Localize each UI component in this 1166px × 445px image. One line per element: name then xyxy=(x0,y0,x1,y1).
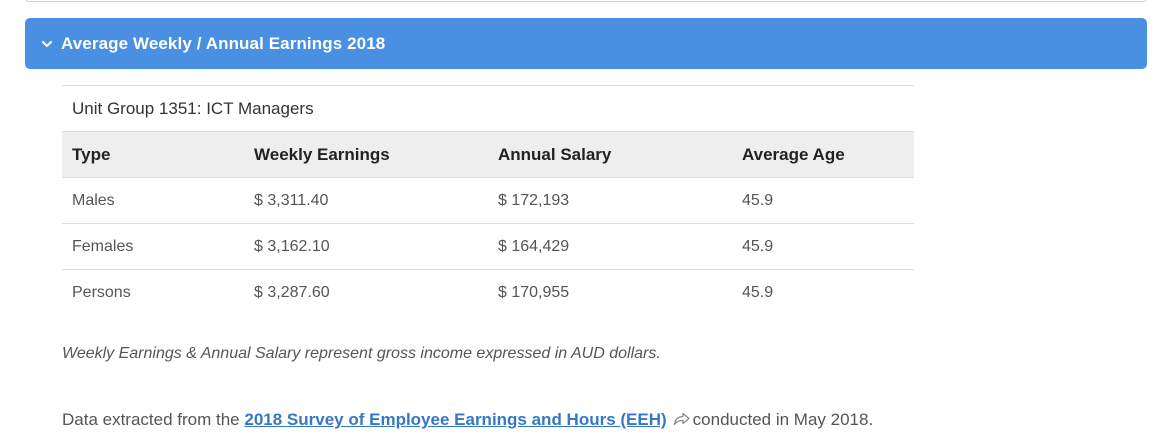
accordion-header[interactable]: Average Weekly / Annual Earnings 2018 xyxy=(25,18,1147,69)
row-type: Males xyxy=(62,177,244,224)
unit-group-title: Unit Group 1351: ICT Managers xyxy=(62,85,914,131)
row-type: Persons xyxy=(62,269,244,316)
table-row: Persons $ 3,287.60 $ 170,955 45.9 xyxy=(62,269,914,316)
header-type: Type xyxy=(62,131,244,178)
header-weekly-earnings: Weekly Earnings xyxy=(244,131,488,178)
data-source-line: Data extracted from the 2018 Survey of E… xyxy=(62,410,873,430)
source-prefix: Data extracted from the xyxy=(62,410,245,429)
row-annual-salary: $ 172,193 xyxy=(488,177,732,224)
row-weekly-earnings: $ 3,287.60 xyxy=(244,269,488,316)
header-average-age: Average Age xyxy=(732,131,914,178)
row-weekly-earnings: $ 3,162.10 xyxy=(244,223,488,270)
row-average-age: 45.9 xyxy=(732,269,914,316)
table-row: Males $ 3,311.40 $ 172,193 45.9 xyxy=(62,177,914,224)
row-annual-salary: $ 170,955 xyxy=(488,269,732,316)
table-header-row: Type Weekly Earnings Annual Salary Avera… xyxy=(62,131,914,178)
row-average-age: 45.9 xyxy=(732,177,914,224)
row-type: Females xyxy=(62,223,244,270)
row-weekly-earnings: $ 3,311.40 xyxy=(244,177,488,224)
currency-note: Weekly Earnings & Annual Salary represen… xyxy=(62,345,661,362)
eeh-survey-link[interactable]: 2018 Survey of Employee Earnings and Hou… xyxy=(244,410,667,429)
previous-section-box xyxy=(25,0,1147,2)
chevron-down-icon xyxy=(41,40,53,47)
earnings-panel: Unit Group 1351: ICT Managers Type Weekl… xyxy=(62,85,914,316)
external-share-icon xyxy=(673,412,690,426)
source-suffix: conducted in May 2018. xyxy=(692,410,874,429)
accordion-title: Average Weekly / Annual Earnings 2018 xyxy=(61,33,386,53)
row-annual-salary: $ 164,429 xyxy=(488,223,732,270)
earnings-table: Type Weekly Earnings Annual Salary Avera… xyxy=(62,131,914,316)
header-annual-salary: Annual Salary xyxy=(488,131,732,178)
row-average-age: 45.9 xyxy=(732,223,914,270)
table-row: Females $ 3,162.10 $ 164,429 45.9 xyxy=(62,223,914,270)
